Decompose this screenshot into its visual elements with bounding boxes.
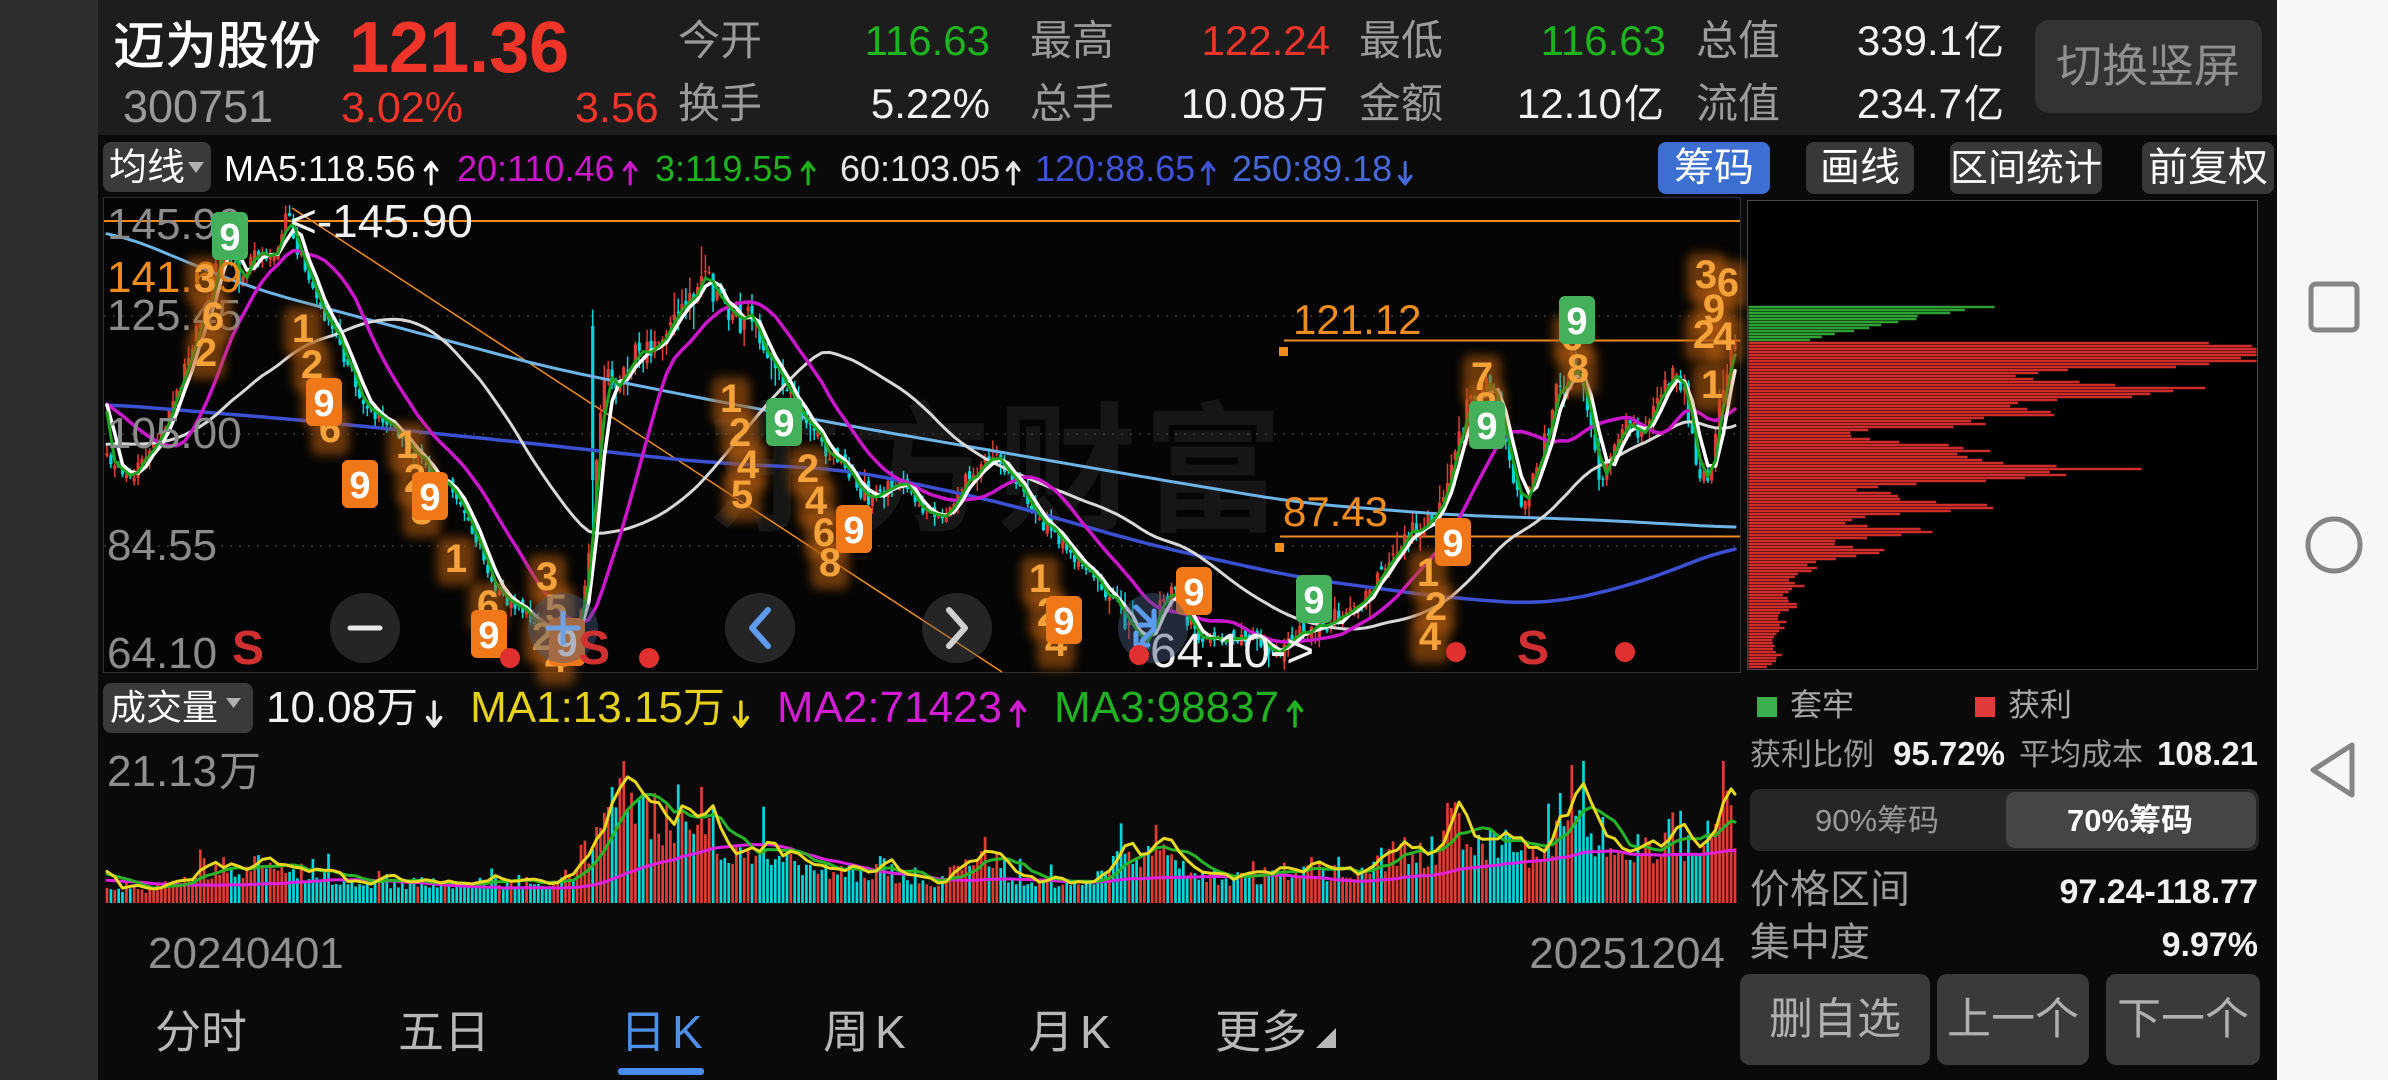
svg-text:K: K — [672, 1006, 703, 1058]
svg-text:234.7: 234.7 — [1857, 80, 1962, 127]
svg-text:4: 4 — [1419, 615, 1442, 659]
svg-text:K: K — [875, 1006, 906, 1058]
svg-text:3.56: 3.56 — [575, 84, 659, 132]
svg-text:64.10->: 64.10-> — [1150, 625, 1314, 678]
svg-text:9: 9 — [1476, 406, 1497, 448]
svg-text:3.02%: 3.02% — [341, 84, 463, 132]
svg-text:6: 6 — [202, 295, 224, 339]
svg-text:4: 4 — [737, 443, 760, 487]
svg-text:2: 2 — [301, 343, 323, 387]
svg-text:21.13: 21.13 — [107, 747, 217, 796]
svg-text:1: 1 — [1701, 363, 1723, 407]
svg-text:97.24-118.77: 97.24-118.77 — [2059, 873, 2258, 911]
svg-text:10.08: 10.08 — [1181, 80, 1286, 127]
svg-text:116.63: 116.63 — [865, 17, 990, 64]
svg-text:9: 9 — [1566, 301, 1587, 343]
svg-text:9.97%: 9.97% — [2162, 926, 2258, 964]
svg-text:4: 4 — [1713, 315, 1736, 359]
svg-text:2: 2 — [195, 331, 217, 375]
svg-text:12.10: 12.10 — [1517, 80, 1622, 127]
svg-text:9: 9 — [349, 465, 370, 507]
svg-text:9: 9 — [219, 217, 240, 259]
svg-text:2: 2 — [1425, 585, 1447, 629]
svg-text:2: 2 — [729, 411, 751, 455]
svg-text:MA2:71423: MA2:71423 — [777, 683, 1002, 732]
svg-text:4: 4 — [805, 479, 828, 523]
svg-text:10.08: 10.08 — [266, 683, 376, 732]
svg-text:9: 9 — [1703, 287, 1725, 331]
svg-text:339.1: 339.1 — [1857, 17, 1962, 64]
svg-text:87.43: 87.43 — [1283, 488, 1388, 535]
svg-text:6: 6 — [813, 511, 835, 555]
svg-text:S: S — [1517, 622, 1549, 675]
svg-text:9: 9 — [1053, 601, 1074, 643]
svg-text:9: 9 — [843, 510, 864, 552]
svg-text:1: 1 — [1417, 551, 1439, 595]
svg-text:84.55: 84.55 — [107, 521, 217, 570]
svg-text:20:110.46: 20:110.46 — [457, 148, 614, 189]
svg-text:3: 3 — [194, 257, 216, 301]
svg-text:2: 2 — [1693, 313, 1715, 357]
svg-text:1: 1 — [292, 307, 314, 351]
svg-text:90%: 90% — [1815, 803, 1877, 838]
svg-text:20251204: 20251204 — [1529, 929, 1725, 978]
svg-text:120:88.65: 120:88.65 — [1035, 148, 1195, 189]
svg-text:S: S — [232, 622, 264, 675]
svg-text:2: 2 — [797, 447, 819, 491]
svg-text:K: K — [1080, 1006, 1111, 1058]
svg-text:300751: 300751 — [123, 81, 273, 132]
svg-text:108.21: 108.21 — [2157, 735, 2258, 772]
svg-text:9: 9 — [313, 383, 334, 425]
svg-text:64.10: 64.10 — [107, 629, 217, 678]
svg-text:70%: 70% — [2067, 803, 2129, 838]
svg-text:MA5:118.56: MA5:118.56 — [224, 148, 415, 189]
svg-text:20240401: 20240401 — [148, 929, 344, 978]
svg-text:6: 6 — [1717, 261, 1739, 305]
svg-text:9: 9 — [773, 403, 794, 445]
svg-text:MA1:13.15: MA1:13.15 — [470, 683, 683, 732]
svg-text:1: 1 — [445, 537, 467, 581]
svg-text:S: S — [578, 622, 610, 675]
svg-text:5: 5 — [731, 473, 753, 517]
svg-text:1: 1 — [720, 377, 742, 421]
svg-text:9: 9 — [419, 477, 440, 519]
svg-text:250:89.18: 250:89.18 — [1232, 148, 1392, 189]
svg-text:MA3:98837: MA3:98837 — [1054, 683, 1279, 732]
svg-text:1: 1 — [1029, 557, 1051, 601]
svg-text:60:103.05: 60:103.05 — [840, 148, 1000, 189]
svg-text:121.12: 121.12 — [1293, 296, 1421, 343]
svg-text:122.24: 122.24 — [1202, 17, 1330, 64]
svg-text:116.63: 116.63 — [1541, 17, 1666, 64]
svg-text:3: 3 — [536, 555, 558, 599]
svg-text:3: 3 — [1695, 253, 1717, 297]
svg-text:9: 9 — [478, 615, 499, 657]
svg-text:1: 1 — [396, 423, 418, 467]
svg-text:121.36: 121.36 — [349, 8, 569, 88]
svg-text:3:119.55: 3:119.55 — [655, 148, 792, 189]
svg-text:9: 9 — [1303, 580, 1324, 622]
svg-text:7: 7 — [1471, 355, 1493, 399]
svg-text:8: 8 — [819, 541, 841, 585]
svg-text:95.72%: 95.72% — [1893, 735, 2005, 772]
svg-text:105.00: 105.00 — [107, 409, 242, 458]
svg-text:5.22%: 5.22% — [871, 80, 990, 127]
svg-text:9: 9 — [1442, 523, 1463, 565]
svg-text:<-145.90: <-145.90 — [290, 195, 473, 247]
svg-text:9: 9 — [1183, 572, 1204, 614]
svg-text:8: 8 — [1567, 347, 1589, 391]
